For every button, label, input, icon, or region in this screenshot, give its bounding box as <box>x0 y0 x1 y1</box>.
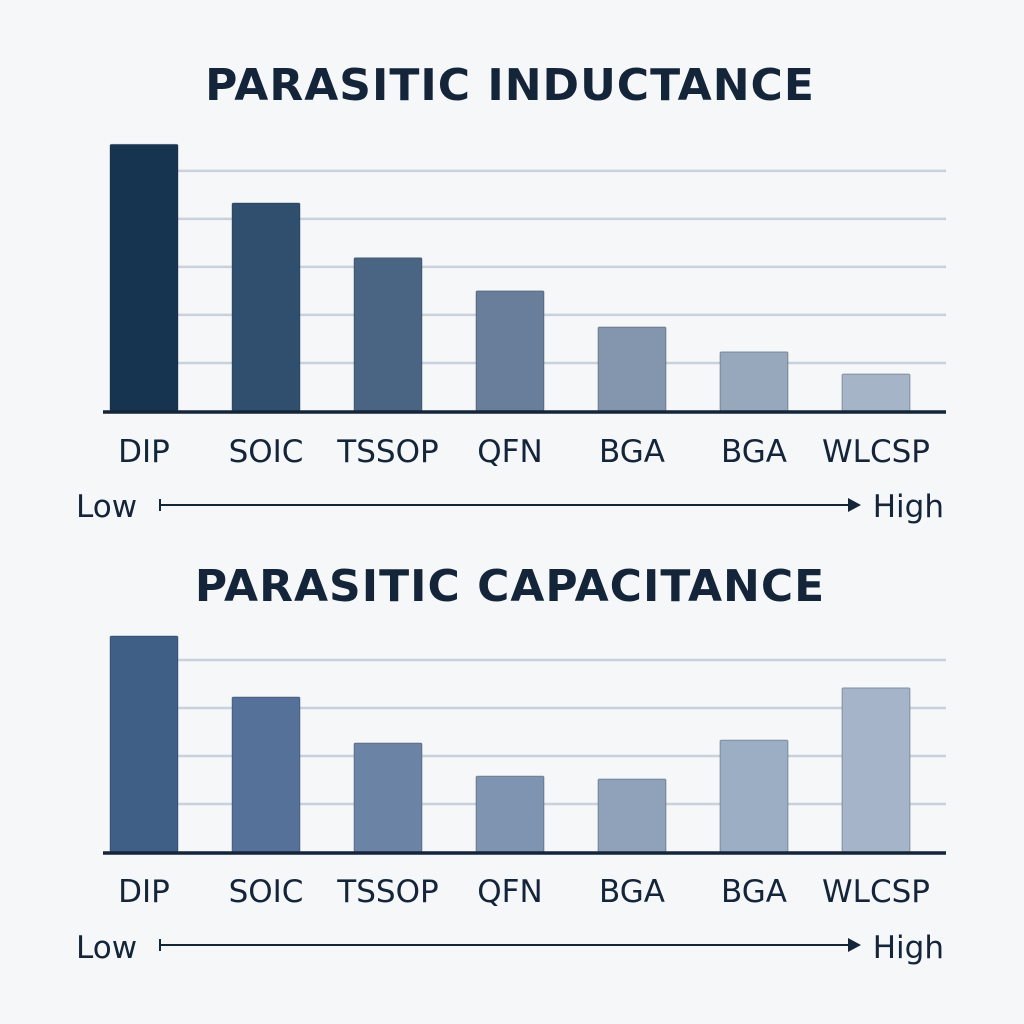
x-tick-label: DIP <box>118 874 170 910</box>
chart-title: PARASITIC INDUCTANCE <box>205 60 815 111</box>
bar-bga <box>597 778 667 853</box>
x-tick-label: TSSOP <box>336 874 438 910</box>
x-tick-label: SOIC <box>229 874 304 910</box>
scale-high-label: High <box>873 930 944 966</box>
x-tick-label: WLCSP <box>822 434 930 470</box>
capacitance-chart: PARASITIC CAPACITANCE DIP SOIC TSSOP QFN BGA… <box>76 561 946 966</box>
bar-bga <box>597 326 667 412</box>
bar-dip <box>109 143 179 412</box>
x-tick-label: BGA <box>721 874 787 910</box>
scale-low-label: Low <box>76 489 137 525</box>
chart-title: PARASITIC CAPACITANCE <box>195 561 825 612</box>
x-tick-label: DIP <box>118 434 170 470</box>
bar-tssop <box>353 257 423 412</box>
x-tick-label: BGA <box>721 434 787 470</box>
bar-bga <box>719 739 789 853</box>
x-tick-label: WLCSP <box>822 874 930 910</box>
arrow-head-icon <box>848 498 861 512</box>
bar-qfn <box>475 775 545 853</box>
scale-low-label: Low <box>76 930 137 966</box>
scale-high-label: High <box>873 489 944 525</box>
bar-wlcsp <box>841 687 911 853</box>
bar-dip <box>109 635 179 853</box>
x-tick-label: QFN <box>477 874 542 910</box>
x-tick-label: BGA <box>599 434 665 470</box>
bar-bga <box>719 351 789 412</box>
bar-soic <box>231 202 301 412</box>
inductance-chart: PARASITIC INDUCTANCE DIP SOIC TSSOP QFN BGA B… <box>76 60 946 525</box>
x-tick-label: SOIC <box>229 434 304 470</box>
bar-soic <box>231 696 301 853</box>
bar-tssop <box>353 742 423 853</box>
bar-qfn <box>475 290 545 412</box>
x-tick-label: QFN <box>477 434 542 470</box>
bar-wlcsp <box>841 373 911 412</box>
x-tick-label: TSSOP <box>336 434 438 470</box>
x-tick-label: BGA <box>599 874 665 910</box>
arrow-head-icon <box>848 938 861 952</box>
